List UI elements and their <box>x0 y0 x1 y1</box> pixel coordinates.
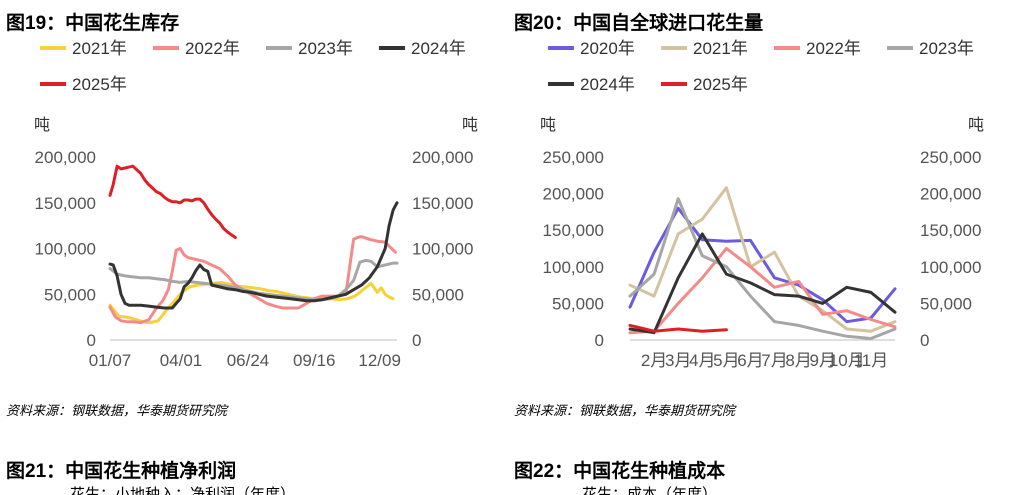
fig22-subtitle: 花生：成本（年度） <box>582 486 718 495</box>
fig19-title: 图19：中国花生库存 <box>6 13 180 34</box>
right-ytick-left-3: 150,000 <box>543 221 604 240</box>
left-ytick-right-0: 0 <box>412 331 421 350</box>
right-series-4 <box>628 232 897 335</box>
left-ytick-left-1: 50,000 <box>44 285 96 304</box>
right-ytick-left-0: 0 <box>595 331 604 350</box>
right-series-1 <box>628 186 897 333</box>
fig22-title: 图22：中国花生种植成本 <box>514 461 726 482</box>
right-xtick-5: 7月 <box>761 351 787 370</box>
right-legend-label-5: 2025年 <box>693 75 748 94</box>
right-ytick-left-2: 100,000 <box>543 258 604 277</box>
left-ylabel-left: 吨 <box>34 116 50 134</box>
right-legend-label-1: 2021年 <box>693 39 748 58</box>
right-legend-label-4: 2024年 <box>580 75 635 94</box>
right-ytick-right-2: 100,000 <box>920 258 981 277</box>
left-ytick-left-2: 100,000 <box>35 240 96 259</box>
right-xtick-8: 10月 <box>829 351 865 370</box>
left-xtick-2: 06/24 <box>227 351 270 370</box>
fig20-source: 资料来源：钢联数据，华泰期货研究院 <box>514 403 736 418</box>
right-xtick-9: 11月 <box>854 351 889 370</box>
right-ytick-right-3: 150,000 <box>920 221 981 240</box>
left-xtick-4: 12/09 <box>358 351 401 370</box>
left-series-3 <box>108 201 399 310</box>
left-series-4 <box>108 164 237 239</box>
right-ytick-left-5: 250,000 <box>543 148 604 167</box>
fig20-title: 图20：中国自全球进口花生量 <box>514 13 764 34</box>
left-legend-label-3: 2024年 <box>411 39 466 58</box>
left-ytick-right-1: 50,000 <box>412 285 464 304</box>
right-legend-label-2: 2022年 <box>806 39 861 58</box>
left-xtick-1: 04/01 <box>160 351 203 370</box>
right-ytick-left-1: 50,000 <box>552 294 604 313</box>
left-ytick-right-2: 100,000 <box>412 240 473 259</box>
left-series-0 <box>108 280 395 325</box>
right-legend-label-0: 2020年 <box>580 39 635 58</box>
left-ytick-right-3: 150,000 <box>412 194 473 213</box>
left-xtick-0: 01/07 <box>89 351 132 370</box>
left-xtick-3: 09/16 <box>293 351 336 370</box>
right-xtick-2: 4月 <box>689 351 715 370</box>
right-ytick-right-0: 0 <box>920 331 929 350</box>
fig21-title: 图21：中国花生种植净利润 <box>6 461 237 482</box>
right-ylabel-left: 吨 <box>540 116 556 134</box>
right-xtick-7: 9月 <box>809 351 835 370</box>
right-ytick-right-4: 200,000 <box>920 185 981 204</box>
right-ytick-left-4: 200,000 <box>543 185 604 204</box>
right-legend-label-3: 2023年 <box>919 39 974 58</box>
left-legend-label-2: 2023年 <box>298 39 353 58</box>
left-legend-label-0: 2021年 <box>72 39 127 58</box>
right-series-5 <box>628 323 728 333</box>
right-xtick-1: 3月 <box>665 351 691 370</box>
fig21-subtitle: 花生：小地种入：净利润（年度） <box>70 486 296 495</box>
left-ylabel-right: 吨 <box>462 116 478 134</box>
right-series-3 <box>628 197 897 340</box>
right-xtick-4: 6月 <box>737 351 763 370</box>
right-xtick-3: 5月 <box>713 351 739 370</box>
fig19-source: 资料来源：钢联数据，华泰期货研究院 <box>6 403 228 418</box>
right-xtick-0: 2月 <box>641 351 667 370</box>
right-ylabel-right: 吨 <box>968 116 984 134</box>
right-xtick-6: 8月 <box>785 351 811 370</box>
right-ytick-right-5: 250,000 <box>920 148 981 167</box>
left-ytick-left-4: 200,000 <box>35 148 96 167</box>
left-legend-label-1: 2022年 <box>185 39 240 58</box>
right-series-2 <box>628 247 897 335</box>
left-ytick-right-4: 200,000 <box>412 148 473 167</box>
left-legend-label-4: 2025年 <box>72 75 127 94</box>
right-ytick-right-1: 50,000 <box>920 294 972 313</box>
left-ytick-left-3: 150,000 <box>35 194 96 213</box>
left-ytick-left-0: 0 <box>87 331 96 350</box>
